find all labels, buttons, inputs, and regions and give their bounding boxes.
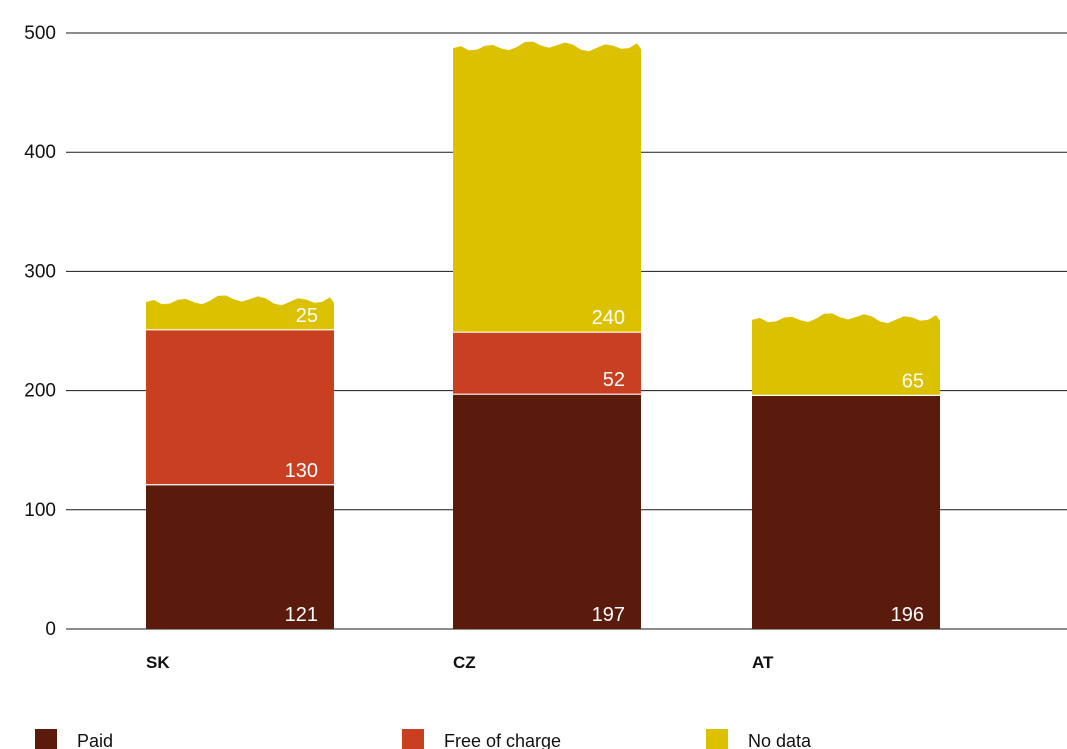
legend-label: No data: [748, 731, 812, 749]
bar-segment-cz-paid: [453, 394, 641, 629]
bar-segment-sk-free-of-charge: [146, 329, 334, 485]
data-labels: 121 130 25 197 52 240 196 65: [285, 305, 924, 626]
legend-label: Free of charge: [444, 731, 561, 749]
legend-item-free-of-charge: Free of charge: [402, 729, 561, 749]
value-label-cz-no-data: 240: [592, 307, 625, 329]
y-tick-label-500: 500: [24, 23, 56, 44]
legend-item-no-data: No data: [706, 729, 812, 749]
bar-segment-sk-no-data: [146, 295, 334, 330]
legend-swatch: [402, 729, 424, 749]
value-label-at-no-data: 65: [902, 370, 924, 392]
category-label-sk: SK: [146, 653, 170, 672]
y-axis-tick-labels: 0 100 200 300 400 500: [24, 23, 56, 640]
value-label-cz-paid: 197: [592, 604, 625, 626]
x-axis-category-labels: SK CZ AT: [146, 653, 774, 672]
legend-item-paid: Paid: [35, 729, 113, 749]
legend: Paid Free of charge No data: [35, 729, 812, 749]
value-label-sk-free-of-charge: 130: [285, 460, 318, 482]
bar-segment-at-no-data: [752, 313, 940, 396]
bar-segment-cz-no-data: [453, 41, 641, 333]
value-label-sk-no-data: 25: [296, 305, 318, 327]
y-tick-label-100: 100: [24, 500, 56, 521]
value-label-cz-free-of-charge: 52: [603, 369, 625, 391]
legend-label: Paid: [77, 731, 113, 749]
bars: [146, 41, 940, 629]
bar-group-sk: [146, 295, 334, 629]
bar-segment-at-paid: [752, 395, 940, 629]
bar-group-at: [752, 313, 940, 629]
category-label-cz: CZ: [453, 653, 476, 672]
category-label-at: AT: [752, 653, 774, 672]
legend-swatch: [706, 729, 728, 749]
value-label-at-paid: 196: [891, 604, 924, 626]
value-label-sk-paid: 121: [285, 604, 318, 626]
bar-segment-cz-free-of-charge: [453, 332, 641, 395]
y-tick-label-0: 0: [45, 619, 56, 640]
y-tick-label-300: 300: [24, 261, 56, 282]
legend-swatch: [35, 729, 57, 749]
bar-segment-sk-paid: [146, 484, 334, 629]
bar-group-cz: [453, 41, 641, 629]
y-tick-label-200: 200: [24, 381, 56, 402]
y-tick-label-400: 400: [24, 142, 56, 163]
